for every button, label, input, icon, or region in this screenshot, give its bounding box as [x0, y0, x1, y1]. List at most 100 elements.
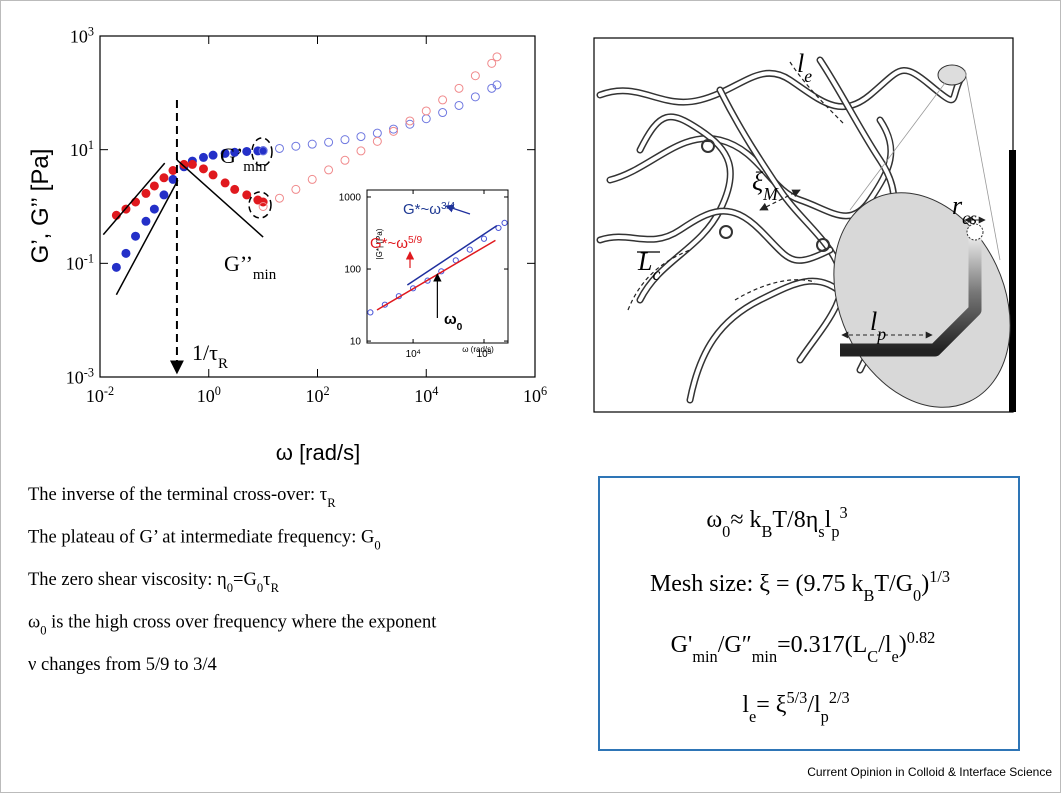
- data-point: [132, 232, 140, 240]
- annotation-part: min: [253, 267, 277, 283]
- data-point: [132, 198, 140, 206]
- network-diagram: [594, 38, 1044, 436]
- annotation-part: ω: [444, 311, 457, 328]
- annotation-part: G’: [220, 143, 243, 168]
- formula-part: 2/3: [829, 688, 850, 707]
- x-axis-title: ω [rad/s]: [276, 440, 360, 465]
- x-tick-label: 10-2: [86, 384, 114, 406]
- data-point: [169, 166, 177, 174]
- formula-part: p: [821, 707, 829, 726]
- formula-part: min: [752, 647, 777, 666]
- note-line-part: is the high cross over frequency where t…: [46, 613, 437, 633]
- data-point: [142, 217, 150, 225]
- y-tick-label-part: 10: [70, 140, 88, 160]
- diagram-label-part: l: [797, 49, 804, 78]
- formula-part: T/G: [874, 571, 913, 597]
- note-line-part: 0: [374, 539, 380, 553]
- y-tick-label: 1000: [339, 192, 362, 203]
- formula-part: ): [899, 632, 907, 658]
- note-line-part: The zero shear viscosity: η: [28, 570, 227, 590]
- formula: ω0≈ kBT/8ηslp3: [706, 503, 847, 541]
- diagram-label-part: M: [762, 184, 779, 204]
- note-line-part: The plateau of G’ at intermediate freque…: [28, 528, 374, 548]
- formula-part: p: [831, 522, 839, 541]
- formula-part: 0: [722, 522, 730, 541]
- y-tick-label-part: 10: [66, 254, 84, 274]
- formula-part: 0: [913, 586, 921, 605]
- formula-part: = ξ: [756, 692, 787, 718]
- formula-part: T/8η: [772, 507, 818, 533]
- wall: [1009, 150, 1016, 412]
- diagram-label-part: c: [652, 264, 660, 284]
- note-line: ω0 is the high cross over frequency wher…: [28, 613, 437, 638]
- diagram-label-part: e: [804, 66, 812, 86]
- data-point: [259, 198, 267, 206]
- formula-part: 1/3: [929, 567, 950, 586]
- formula: le= ξ5/3/lp2/3: [742, 688, 849, 726]
- data-point: [188, 160, 196, 168]
- y-tick-label-part: 1: [88, 138, 94, 152]
- y-tick-label-part: -3: [84, 365, 94, 379]
- annotation-part: 3/4: [441, 201, 455, 212]
- annotation-part: R: [218, 356, 228, 372]
- y-tick-label: 103: [70, 24, 94, 46]
- data-point: [209, 151, 217, 159]
- y-tick-label: 10: [350, 337, 362, 348]
- note-line-part: ω: [28, 613, 40, 633]
- formula: Mesh size: ξ = (9.75 kBT/G0)1/3: [650, 567, 950, 605]
- note-line-part: R: [271, 581, 280, 595]
- formula-part: B: [863, 586, 874, 605]
- annotation-part: G*~ω: [403, 201, 441, 218]
- data-point: [243, 147, 251, 155]
- annotation-part: 5/9: [408, 235, 422, 246]
- data-point: [221, 179, 229, 187]
- note-line-part: =G: [233, 570, 257, 590]
- formula-part: 3: [839, 503, 847, 522]
- data-point: [243, 191, 251, 199]
- data-point: [112, 263, 120, 271]
- diagram-label-part: l: [870, 307, 877, 336]
- annotation-part: G*~ω: [370, 235, 408, 252]
- formula-part: =0.317(L: [777, 632, 867, 658]
- formula-part: 5/3: [786, 688, 807, 707]
- x-axis-title: ω (rad/s): [462, 345, 494, 354]
- data-point: [199, 153, 207, 161]
- y-tick-label-part: 10: [66, 367, 84, 387]
- data-point: [150, 182, 158, 190]
- y-tick-label: 101: [70, 138, 94, 160]
- formula-part: G': [671, 632, 693, 658]
- formula-part: ≈ k: [730, 507, 761, 533]
- y-tick-label: 10-1: [66, 252, 94, 274]
- x-tick-label-part: 10: [86, 386, 104, 406]
- data-point: [231, 185, 239, 193]
- note-line-part: The inverse of the terminal cross-over: …: [28, 485, 328, 505]
- x-tick-label-part: 10: [305, 386, 323, 406]
- x-tick-label-part: 10: [197, 386, 215, 406]
- formula-part: /l: [807, 692, 821, 718]
- formula-part: /l: [878, 632, 892, 658]
- data-point: [169, 175, 177, 183]
- formula-part: C: [867, 647, 878, 666]
- formula-part: e: [749, 707, 756, 726]
- x-tick-label-part: 4: [417, 349, 421, 356]
- formula-part: ): [921, 571, 929, 597]
- diagram-label: le: [797, 49, 812, 86]
- data-point: [209, 171, 217, 179]
- x-tick-label: 106: [523, 384, 547, 406]
- x-tick-label-part: 10: [414, 386, 432, 406]
- x-tick-label-part: -2: [104, 384, 114, 398]
- data-point: [122, 249, 130, 257]
- annotation-part: G’’: [224, 251, 253, 276]
- x-tick-label: 104: [414, 384, 438, 406]
- annotation-part: 1/τ: [192, 340, 218, 365]
- data-point: [160, 174, 168, 182]
- diagram-label-part: L: [637, 247, 652, 276]
- formula-part: Mesh size: ξ = (9.75 k: [650, 571, 864, 597]
- figure: Current Opinion in Colloid & Interface S…: [0, 0, 1061, 793]
- x-tick-label-part: 0: [215, 384, 221, 398]
- x-tick-label-part: 10: [406, 349, 418, 360]
- annotation-part: min: [243, 159, 267, 175]
- x-tick-label-part: 6: [541, 384, 547, 398]
- x-tick-label: 102: [305, 384, 329, 406]
- note-line-part: ν changes from 5/9 to 3/4: [28, 655, 217, 675]
